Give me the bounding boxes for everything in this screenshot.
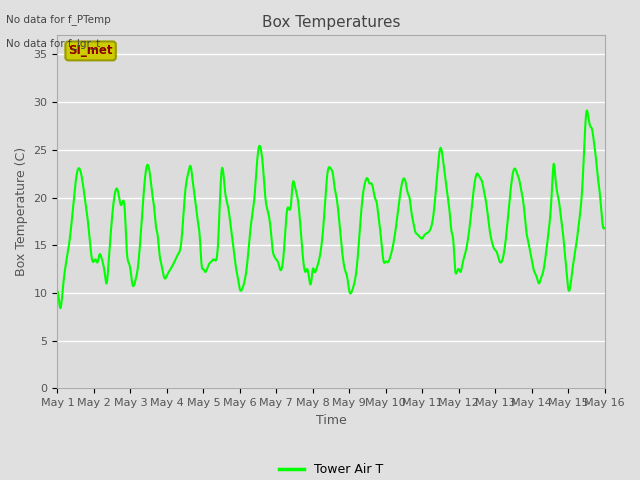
- Legend: Tower Air T: Tower Air T: [274, 458, 388, 480]
- Text: No data for f_PTemp: No data for f_PTemp: [6, 14, 111, 25]
- Y-axis label: Box Temperature (C): Box Temperature (C): [15, 147, 28, 276]
- X-axis label: Time: Time: [316, 414, 346, 427]
- Text: SI_met: SI_met: [68, 45, 113, 58]
- Text: No data for f_lgr_t: No data for f_lgr_t: [6, 38, 100, 49]
- Title: Box Temperatures: Box Temperatures: [262, 15, 400, 30]
